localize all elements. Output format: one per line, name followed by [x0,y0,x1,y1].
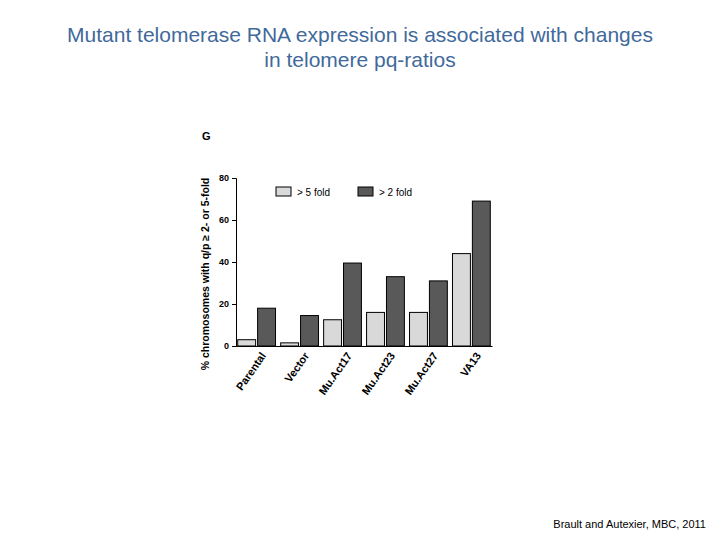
bar [258,308,276,346]
tick-mark [232,220,236,221]
tick: Parental [234,350,269,392]
tick-mark [232,346,236,347]
bar [452,254,470,346]
tick-label: Parental [234,350,269,392]
legend-label: > 5 fold [297,187,330,198]
legend-swatch [358,187,373,196]
bar [301,316,319,346]
tick: 0 [224,341,236,351]
bar [386,277,404,346]
bar [344,263,362,346]
tick: Mu.Act27 [402,350,440,397]
legend-swatch [276,187,291,196]
tick: Mu.Act17 [316,350,354,397]
tick: Mu.Act23 [359,350,397,397]
tick-label: Vector [282,349,312,384]
tick-label: VA13 [458,350,483,379]
tick: VA13 [458,350,483,379]
tick: 40 [219,257,236,267]
axis-line [232,179,237,347]
bar [324,320,342,346]
bar [367,312,385,346]
tick-label: Mu.Act17 [316,350,354,397]
tick-label: 0 [224,341,229,351]
bars [238,201,491,346]
bar [281,343,299,346]
bar [429,281,447,346]
bar [472,201,490,346]
x-axis: Parental VectorMu.Act17Mu.Act23Mu.Act27 VA… [234,347,493,397]
tick-label: 80 [219,173,229,183]
title: Mutant telomerase RNA expression is asso… [60,22,660,72]
tick-label: Mu.Act23 [359,350,397,397]
source: Brault and Autexier, MBC, 2011 [553,518,706,530]
axis-line [237,346,493,347]
legend-label: > 2 fold [379,187,412,198]
tick-mark [232,304,236,305]
bar [238,340,256,346]
tick: Vector [282,349,312,384]
bar [410,312,428,346]
tick-label: 20 [219,299,229,309]
chart: 020406080ParentalVectorMu.Act17Mu.Act23M… [0,0,720,540]
tick: 80 [219,173,236,183]
tick: 20 [219,299,236,309]
tick-mark [232,262,236,263]
panel-label: G [202,130,211,142]
legend: > 5 fold > 2 fold [276,187,412,198]
tick-label: 40 [219,257,229,267]
tick: 60 [219,215,236,225]
tick-label: Mu.Act27 [402,350,440,397]
y-axis: 0 20 40 60 80 [219,173,237,351]
tick-label: 60 [219,215,229,225]
axis-title: % chromosomes with q/p ≥ 2- or 5-fold [199,178,211,370]
tick-mark [232,178,236,179]
